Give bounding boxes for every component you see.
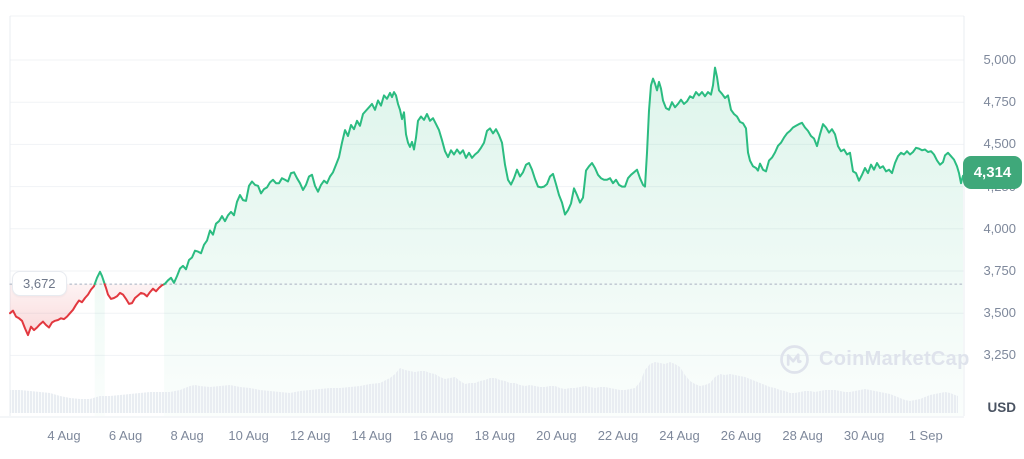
area-fill-up (164, 67, 964, 416)
x-axis-tick-label: 30 Aug (843, 428, 885, 443)
y-axis-tick-label: 3,250 (983, 347, 1016, 363)
price-line-down-segment (9, 283, 96, 337)
x-axis-tick-label: 12 Aug (289, 428, 331, 443)
x-axis-tick-label: 4 Aug (47, 428, 81, 443)
x-axis-tick-label: 14 Aug (351, 428, 393, 443)
y-axis-tick-label: 3,750 (983, 263, 1016, 278)
x-axis-tick-label: 22 Aug (597, 428, 639, 443)
area-fill-down (10, 284, 95, 336)
price-line-up-segment (163, 66, 964, 286)
volume-bars (10, 362, 958, 413)
y-axis-tick-label: 4,500 (983, 136, 1016, 152)
y-axis-tick-label: 4,750 (983, 94, 1016, 110)
last-price-badge: 4,314 (963, 156, 1022, 189)
x-axis-tick-label: 6 Aug (108, 428, 143, 443)
x-axis-tick-label: 20 Aug (536, 428, 577, 443)
x-axis-tick-label: 16 Aug (413, 428, 454, 443)
y-axis-tick-label: 4,000 (983, 220, 1016, 236)
area-fill-up (94, 271, 105, 416)
y-axis-tick-label: 3,500 (983, 305, 1016, 321)
x-axis-tick-label: 24 Aug (659, 428, 700, 443)
x-axis-tick-label: 28 Aug (782, 428, 823, 443)
x-axis-tick-label: 18 Aug (474, 428, 516, 443)
price-line (9, 66, 964, 337)
price-area-fills (10, 67, 964, 416)
area-fill-down (104, 284, 165, 304)
currency-label: USD (987, 400, 1016, 415)
x-axis-tick-label: 26 Aug (720, 428, 762, 443)
x-axis-tick-label: 8 Aug (170, 428, 204, 443)
y-axis-tick-label: 5,000 (983, 52, 1016, 67)
x-axis-tick-label: 1 Sep (908, 428, 943, 443)
volume-area (10, 362, 958, 413)
baseline-price-pill: 3,672 (12, 271, 67, 296)
price-line-down-segment (103, 283, 166, 305)
price-line-up-segment (93, 270, 106, 286)
x-axis-tick-label: 10 Aug (228, 428, 269, 443)
